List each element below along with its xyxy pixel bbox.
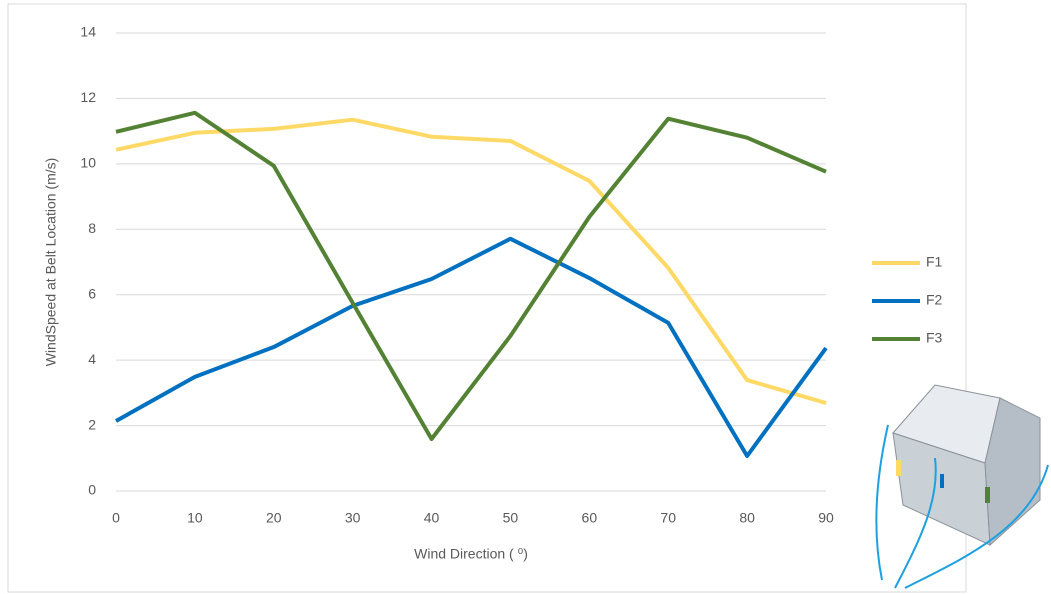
y-tick-label: 0 <box>88 482 96 498</box>
x-tick-label: 0 <box>112 510 120 526</box>
y-tick-label: 10 <box>80 155 96 171</box>
y-tick-label: 12 <box>80 89 96 105</box>
x-tick-label: 10 <box>187 510 203 526</box>
legend-label: F2 <box>926 292 943 308</box>
x-tick-label: 90 <box>818 510 834 526</box>
y-axis-title: WindSpeed at Belt Location (m/s) <box>43 158 59 367</box>
x-axis-title: Wind Direction ( ⁰) <box>414 546 528 562</box>
y-tick-label: 14 <box>80 24 96 40</box>
sensor-f2 <box>940 474 944 488</box>
y-tick-label: 8 <box>88 220 96 236</box>
building-illustration <box>875 384 1049 589</box>
x-tick-label: 20 <box>266 510 282 526</box>
x-tick-label: 30 <box>345 510 361 526</box>
y-tick-label: 2 <box>88 416 96 432</box>
wind-arrow <box>875 424 889 581</box>
wind-arrow <box>894 457 937 589</box>
x-tick-label: 80 <box>739 510 755 526</box>
series-line <box>115 110 827 441</box>
sensor-f1 <box>896 460 901 476</box>
chart-border <box>7 3 967 593</box>
sensor-f3 <box>985 487 990 503</box>
legend-label: F3 <box>926 330 943 346</box>
y-tick-label: 6 <box>88 285 96 301</box>
x-tick-label: 40 <box>424 510 440 526</box>
x-tick-label: 50 <box>503 510 519 526</box>
series-line <box>115 117 827 405</box>
wind-arrow <box>904 464 1049 589</box>
x-tick-label: 60 <box>582 510 598 526</box>
series-line <box>115 236 828 458</box>
legend-label: F1 <box>926 254 943 270</box>
y-tick-label: 4 <box>88 351 96 367</box>
x-tick-label: 70 <box>660 510 676 526</box>
